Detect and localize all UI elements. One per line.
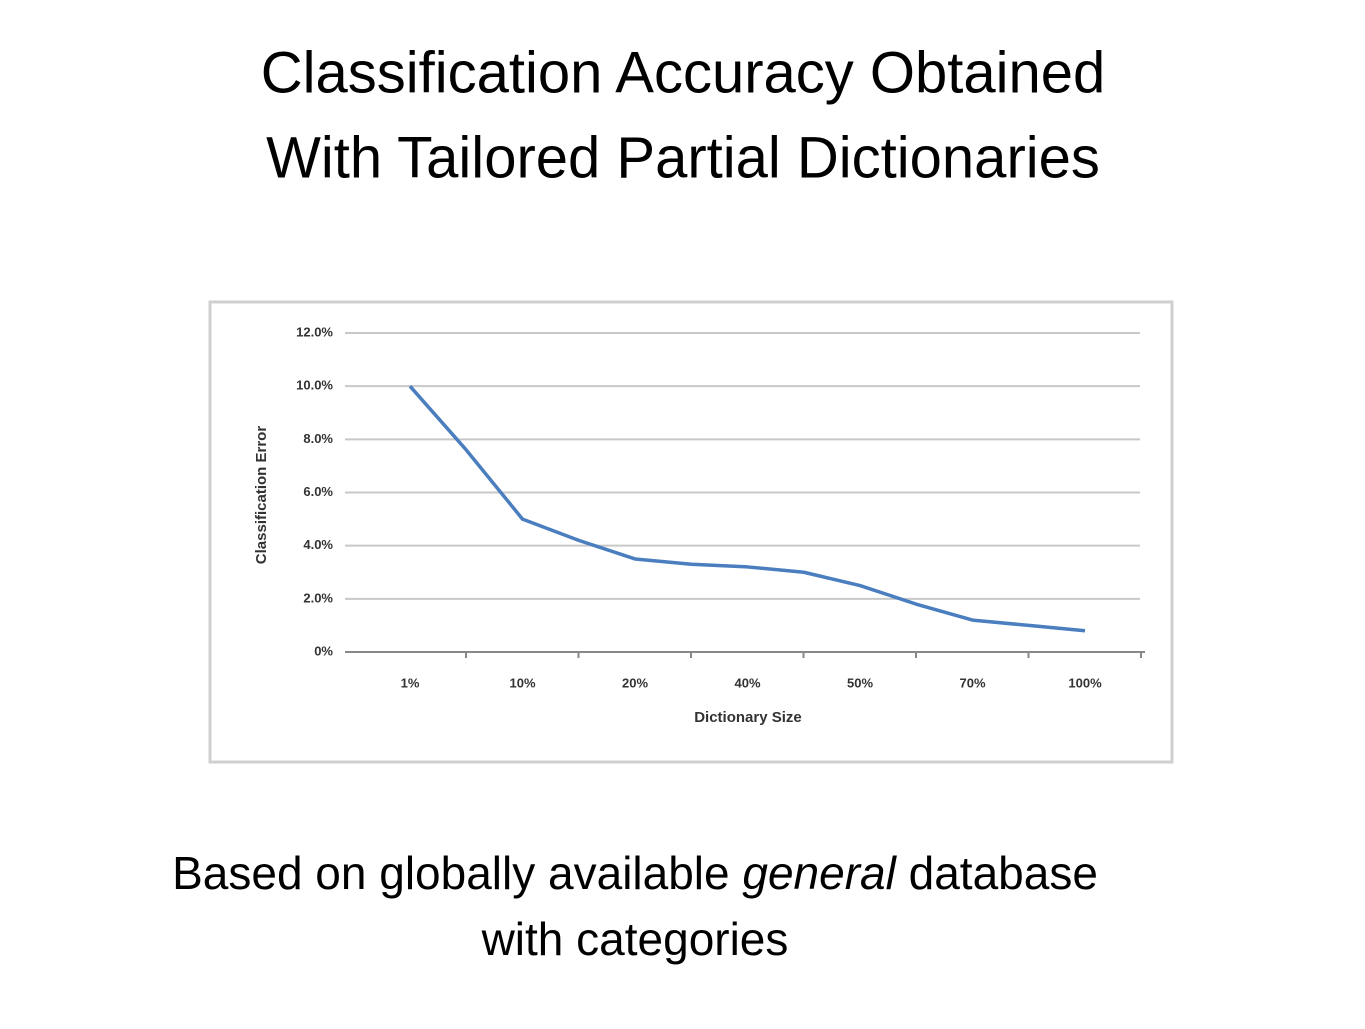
caption: Based on globally available general data… bbox=[172, 847, 1098, 899]
caption: with categories bbox=[481, 913, 789, 965]
slide-title: With Tailored Partial Dictionaries bbox=[266, 125, 1100, 190]
y-tick-label: 12.0% bbox=[296, 324, 333, 339]
y-tick-label: 0% bbox=[314, 643, 333, 658]
x-tick-label: 50% bbox=[847, 675, 873, 690]
y-axis-title: Classification Error bbox=[253, 426, 270, 565]
slide-title: Classification Accuracy Obtained bbox=[261, 40, 1106, 105]
x-axis-title: Dictionary Size bbox=[694, 709, 802, 726]
chart-frame bbox=[208, 300, 1174, 764]
caption-text: Based on globally available bbox=[172, 847, 742, 899]
y-tick-label: 10.0% bbox=[296, 378, 333, 393]
caption-text: database bbox=[896, 847, 1098, 899]
y-tick-label: 8.0% bbox=[303, 431, 333, 446]
x-tick-label: 40% bbox=[734, 675, 760, 690]
x-tick-label: 100% bbox=[1068, 675, 1102, 690]
caption-emphasis: general bbox=[742, 847, 897, 899]
x-tick-label: 1% bbox=[401, 675, 420, 690]
y-tick-label: 4.0% bbox=[303, 537, 333, 552]
x-tick-label: 10% bbox=[509, 675, 535, 690]
data-line bbox=[408, 385, 1086, 633]
y-tick-label: 6.0% bbox=[303, 484, 333, 499]
y-tick-label: 2.0% bbox=[303, 590, 333, 605]
x-tick-label: 70% bbox=[959, 675, 985, 690]
x-tick-label: 20% bbox=[622, 675, 648, 690]
chart: 0% 2.0% 4.0% 6.0% 8.0% 10.0% 12.0% 1% 10% 20% 40% 5… bbox=[253, 324, 1145, 726]
